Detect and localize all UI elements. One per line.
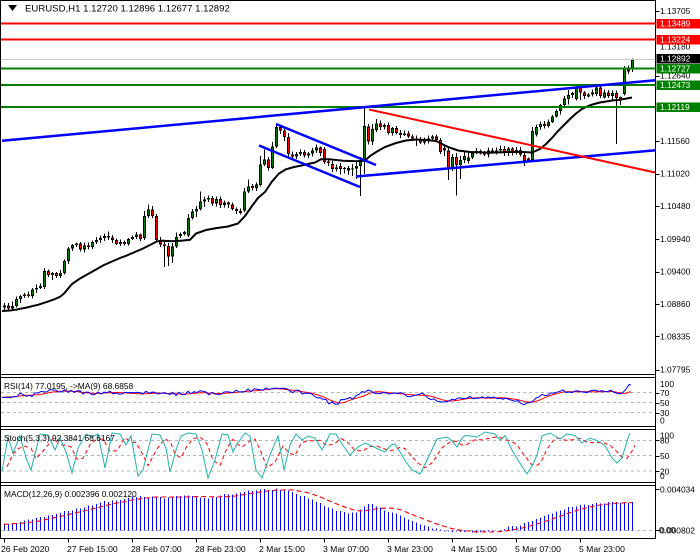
svg-text:1.08860: 1.08860 (660, 299, 691, 309)
svg-text:0.00: 0.00 (659, 525, 676, 535)
svg-text:28 Feb 23:00: 28 Feb 23:00 (195, 544, 246, 554)
svg-text:70: 70 (660, 388, 670, 398)
svg-text:50: 50 (660, 451, 670, 461)
svg-text:3 Mar 23:00: 3 Mar 23:00 (387, 544, 433, 554)
svg-text:1.13224: 1.13224 (660, 35, 691, 45)
svg-text:1.12119: 1.12119 (660, 102, 690, 112)
svg-text:0.004034: 0.004034 (660, 484, 695, 494)
svg-text:100: 100 (660, 379, 674, 389)
svg-text:20: 20 (660, 466, 670, 476)
svg-text:1.09940: 1.09940 (660, 234, 691, 244)
svg-text:1.12892: 1.12892 (660, 54, 691, 64)
svg-text:5 Mar 23:00: 5 Mar 23:00 (579, 544, 625, 554)
svg-text:100: 100 (660, 430, 674, 440)
svg-text:1.12640: 1.12640 (660, 71, 691, 81)
svg-text:26 Feb 2020: 26 Feb 2020 (1, 544, 49, 554)
svg-text:3 Mar 07:00: 3 Mar 07:00 (323, 544, 369, 554)
svg-text:1.11020: 1.11020 (660, 169, 690, 179)
svg-text:1.09400: 1.09400 (660, 267, 691, 277)
svg-text:1.13180: 1.13180 (660, 42, 691, 52)
svg-text:30: 30 (660, 408, 670, 418)
svg-text:1.11560: 1.11560 (660, 136, 690, 146)
svg-text:1.13489: 1.13489 (660, 19, 691, 29)
svg-text:Stoch(5,3,3) 92.3841 68.6167: Stoch(5,3,3) 92.3841 68.6167 (4, 433, 115, 443)
svg-text:1.07795: 1.07795 (660, 365, 691, 375)
svg-text:80: 80 (660, 436, 670, 446)
svg-text:0: 0 (660, 471, 665, 481)
svg-text:27 Feb 15:00: 27 Feb 15:00 (67, 544, 118, 554)
svg-text:0: 0 (660, 415, 665, 425)
svg-text:28 Feb 07:00: 28 Feb 07:00 (131, 544, 182, 554)
svg-text:1.12473: 1.12473 (660, 80, 691, 90)
svg-text:1.08335: 1.08335 (660, 332, 691, 342)
svg-text:1.10480: 1.10480 (660, 201, 691, 211)
svg-text:MACD(12,26,9) 0.002396 0.00212: MACD(12,26,9) 0.002396 0.002120 (4, 489, 137, 499)
svg-text:2 Mar 15:00: 2 Mar 15:00 (259, 544, 305, 554)
svg-text:1.13705: 1.13705 (660, 6, 691, 16)
svg-text:EURUSD,H1 1.12720 1.12896 1.1: EURUSD,H1 1.12720 1.12896 1.12677 1.1289… (25, 4, 230, 15)
svg-text:1.12727: 1.12727 (660, 64, 691, 74)
svg-text:50: 50 (660, 398, 670, 408)
svg-text:5 Mar 07:00: 5 Mar 07:00 (515, 544, 561, 554)
svg-text:4 Mar 15:00: 4 Mar 15:00 (451, 544, 497, 554)
svg-text:0.000802: 0.000802 (660, 526, 695, 536)
svg-text:RSI(14) 77.0195, ->MA(9) 68.68: RSI(14) 77.0195, ->MA(9) 68.6858 (4, 381, 134, 391)
